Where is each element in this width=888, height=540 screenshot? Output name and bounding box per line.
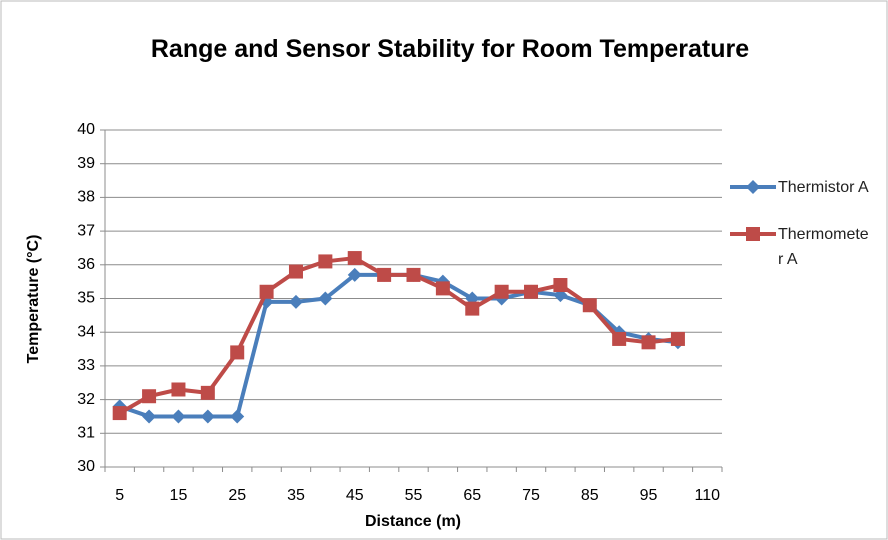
y-tick-label: 35: [77, 290, 95, 307]
legend: Thermistor A Thermometer A: [728, 175, 878, 294]
point: [288, 294, 303, 309]
point: [406, 267, 421, 282]
point: [377, 267, 392, 282]
y-tick-label: 37: [77, 222, 95, 239]
x-tick-label: 25: [228, 487, 246, 504]
point: [318, 291, 333, 306]
point: [524, 284, 539, 299]
x-tick-label: 35: [287, 487, 305, 504]
y-tick-label: 34: [77, 323, 95, 340]
y-tick-label: 31: [77, 425, 95, 442]
point: [435, 281, 450, 296]
y-tick-label: 38: [77, 189, 95, 206]
x-tick-label: 75: [522, 487, 540, 504]
y-tick-label: 40: [77, 121, 95, 138]
legend-item: Thermometer A: [728, 222, 878, 272]
y-tick-label: 36: [77, 256, 95, 273]
point: [171, 409, 186, 424]
point: [142, 389, 157, 404]
point: [112, 406, 127, 421]
x-tick-label: 110: [695, 487, 721, 504]
point: [465, 301, 480, 316]
x-tick-label: 5: [115, 487, 124, 504]
point: [612, 331, 627, 346]
legend-label: Thermometer A: [778, 226, 869, 268]
point: [670, 331, 685, 346]
x-tick-label: 55: [405, 487, 423, 504]
legend-marker: [746, 180, 760, 194]
legend-label: Thermistor A: [778, 179, 869, 196]
y-tick-label: 32: [77, 391, 95, 408]
legend-swatch: [730, 180, 776, 194]
y-tick-label: 39: [77, 155, 95, 172]
point: [230, 345, 245, 360]
point: [200, 409, 215, 424]
x-tick-label: 45: [346, 487, 364, 504]
x-tick-label: 65: [463, 487, 481, 504]
point: [347, 267, 362, 282]
point: [288, 264, 303, 279]
y-axis-label: Temperature (°C): [25, 235, 42, 364]
point: [230, 409, 245, 424]
point: [553, 278, 568, 293]
point: [318, 254, 333, 269]
point: [347, 251, 362, 266]
point: [171, 382, 186, 397]
point: [641, 335, 656, 350]
legend-marker: [746, 227, 760, 241]
point: [200, 385, 215, 400]
x-tick-label: 95: [640, 487, 658, 504]
x-tick-label: 15: [170, 487, 188, 504]
x-axis-label: Distance (m): [365, 513, 461, 530]
y-tick-label: 30: [77, 458, 95, 475]
point: [494, 284, 509, 299]
legend-item: Thermistor A: [728, 175, 878, 200]
legend-swatch: [730, 227, 776, 241]
chart-title: Range and Sensor Stability for Room Temp…: [150, 35, 750, 63]
point: [259, 284, 274, 299]
point: [142, 409, 157, 424]
point: [582, 298, 597, 313]
y-tick-label: 33: [77, 357, 95, 374]
x-tick-label: 85: [581, 487, 599, 504]
